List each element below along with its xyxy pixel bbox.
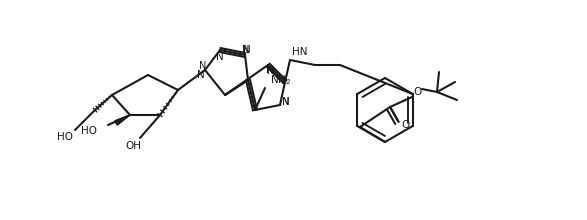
Text: N: N — [216, 52, 224, 62]
Text: N: N — [197, 70, 205, 80]
Text: O: O — [402, 120, 410, 130]
Text: N: N — [282, 97, 290, 107]
Text: O: O — [413, 87, 421, 97]
Text: N: N — [200, 61, 207, 71]
Text: N: N — [267, 66, 275, 76]
Polygon shape — [115, 115, 130, 125]
Text: N: N — [266, 65, 274, 75]
Text: N: N — [282, 97, 290, 107]
Text: N: N — [243, 45, 251, 55]
Text: HN: HN — [292, 47, 308, 57]
Text: HO: HO — [57, 132, 73, 142]
Text: HO: HO — [81, 126, 97, 136]
Text: N: N — [242, 45, 249, 55]
Text: OH: OH — [125, 141, 141, 151]
Text: NH$_2$: NH$_2$ — [270, 73, 291, 87]
